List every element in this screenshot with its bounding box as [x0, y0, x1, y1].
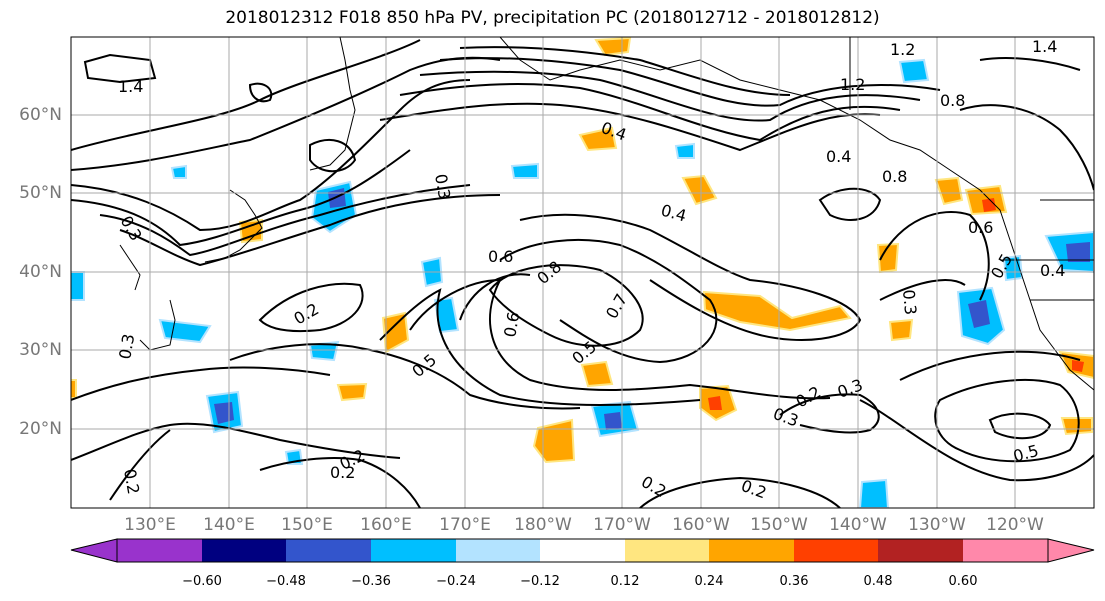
colorbar-bin [117, 539, 202, 562]
contour-label: 0.6 [968, 218, 993, 237]
colorbar-bin [456, 539, 540, 562]
lat-label: 50°N [19, 183, 62, 203]
lon-label: 160°W [672, 515, 730, 535]
colorbar-tick-label: −0.12 [520, 574, 560, 589]
colorbar-tick-label: −0.24 [436, 574, 476, 589]
lat-label: 60°N [19, 105, 62, 125]
contour-label: 0.2 [330, 463, 355, 482]
contour-label: 0.4 [1040, 261, 1065, 280]
contour-label: 0.6 [500, 310, 523, 338]
contour-label: 0.4 [826, 147, 851, 166]
colorbar-tick-label: 0.60 [948, 574, 978, 589]
coastlines [119, 37, 1094, 391]
lon-label: 140°E [203, 515, 255, 535]
colorbar-bin [202, 539, 286, 562]
contour-label: 0.6 [488, 247, 513, 266]
colorbar-bin [794, 539, 878, 562]
map-title: 2018012312 F018 850 hPa PV, precipitatio… [225, 8, 880, 28]
precip-strong-positive-patches [708, 198, 1084, 410]
contour-label: 0.3 [115, 332, 138, 360]
map-frame [70, 36, 1095, 509]
contour-label: 0.8 [940, 91, 965, 110]
lat-label: 30°N [19, 340, 62, 360]
contour-label: 1.4 [118, 77, 143, 96]
lon-label: 170°W [593, 515, 651, 535]
lon-label: 140°W [829, 515, 887, 535]
pv-contours [71, 39, 1094, 508]
colorbar-tick-label: 0.48 [863, 574, 893, 589]
colorbar-bin [709, 539, 794, 562]
contour-label: 0.3 [899, 289, 920, 316]
colorbar-bin [286, 539, 371, 562]
colorbar-tick-label: 0.24 [694, 574, 724, 589]
contour-label: 0.8 [882, 167, 907, 186]
gridlines [71, 37, 1094, 508]
lon-label: 160°E [360, 515, 412, 535]
colorbar-bin [625, 539, 709, 562]
colorbar-tick-label: 0.12 [610, 574, 640, 589]
contour-label: 1.2 [890, 40, 915, 59]
lat-label: 40°N [19, 262, 62, 282]
colorbar-extend-high [1047, 538, 1095, 563]
lat-label: 20°N [19, 419, 62, 439]
colorbar [70, 538, 1095, 563]
lon-label: 170°E [439, 515, 491, 535]
lon-label: 130°W [908, 515, 966, 535]
precip-positive-patches [71, 37, 1094, 464]
map-plot-area: 1.4 0.3 0.4 0.4 0.6 0.8 0.7 0.6 0.5 0.2 … [71, 37, 1094, 508]
colorbar-tick-label: −0.48 [266, 574, 306, 589]
lon-label: 130°E [124, 515, 176, 535]
colorbar-tick-label: 0.36 [779, 574, 809, 589]
colorbar-bin [371, 539, 456, 562]
lon-label: 120°W [986, 515, 1044, 535]
colorbar-bin [878, 539, 963, 562]
colorbar-tick-label: −0.60 [182, 574, 222, 589]
colorbar-bin [963, 539, 1048, 562]
lon-label: 180°W [514, 515, 572, 535]
contour-label: 1.4 [1032, 37, 1057, 56]
contour-label: 1.2 [840, 75, 865, 94]
colorbar-bin [540, 539, 625, 562]
contour-label: 0.2 [120, 467, 143, 495]
colorbar-tick-label: −0.36 [351, 574, 391, 589]
lon-label: 150°W [750, 515, 808, 535]
lon-label: 150°E [281, 515, 333, 535]
contour-label: 0.3 [431, 172, 454, 200]
colorbar-extend-low [70, 538, 118, 563]
